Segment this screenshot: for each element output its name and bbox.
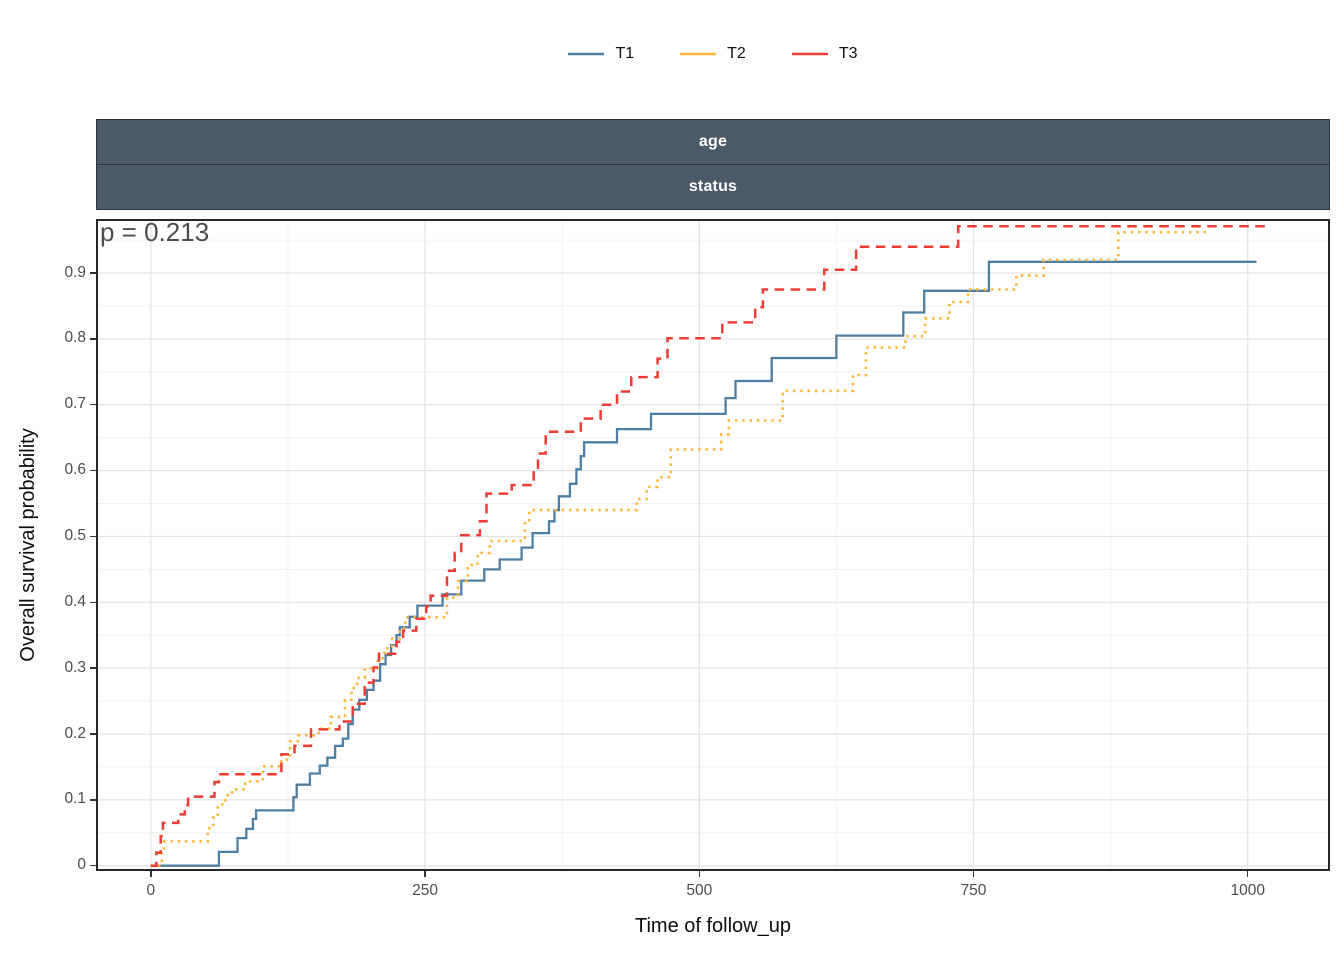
facet-strip-status-label: status: [688, 177, 738, 195]
legend: T1 T2 T3: [96, 40, 1330, 68]
facet-strip-status: status: [96, 163, 1330, 210]
legend-item-t2: T2: [680, 45, 746, 63]
y-axis-tick-label: 0.9: [64, 263, 86, 281]
t1-line-swatch-icon: [568, 52, 605, 56]
y-axis-tick: [90, 535, 96, 538]
x-axis-tick-label: 250: [412, 882, 438, 899]
y-axis-tick-label: 0.2: [64, 724, 86, 742]
legend-item-t3: T3: [791, 45, 858, 63]
y-axis-tick-label: 0.3: [64, 658, 86, 676]
x-axis-tick-label: 500: [686, 882, 713, 899]
legend-item-t1: T1: [568, 45, 634, 63]
y-axis-tick: [90, 338, 96, 340]
series-T2-curve: [150, 230, 1207, 867]
y-axis-tick: [90, 601, 96, 603]
y-axis-tick-label: 0.1: [64, 790, 86, 808]
y-axis-tick-label: 0.6: [64, 461, 86, 479]
legend-label-t1: T1: [615, 45, 635, 62]
p-value-annotation: p = 0.213: [100, 217, 210, 247]
series-T1-curve: [150, 260, 1257, 867]
x-axis-tick-label: 750: [960, 882, 987, 899]
y-axis-tick: [90, 667, 96, 669]
y-axis-tick: [90, 865, 96, 867]
y-axis-tick: [90, 404, 96, 406]
x-axis-tick: [1247, 871, 1249, 877]
y-axis-tick: [90, 469, 96, 472]
legend-label-t3: T3: [838, 45, 858, 62]
x-axis-title: Time of follow_up: [635, 915, 791, 937]
x-axis-tick: [150, 871, 152, 877]
x-axis-tick: [972, 871, 975, 877]
y-axis-title: Overall survival probability: [17, 428, 39, 662]
plot-area: [96, 219, 1330, 871]
panel-border: [96, 219, 1330, 871]
minor-gridlines: [96, 219, 1330, 871]
y-axis-tick-label: 0.7: [64, 395, 86, 413]
y-axis-tick-label: 0.8: [64, 329, 86, 347]
t3-line-swatch-icon: [791, 52, 828, 56]
facet-strip-age: age: [96, 119, 1330, 165]
y-axis-tick: [90, 272, 96, 274]
y-axis-tick-label: 0: [77, 856, 86, 874]
y-axis-tick: [90, 733, 96, 735]
y-axis-tick-label: 0.4: [64, 592, 86, 610]
x-axis-tick: [424, 871, 426, 877]
series-T3-curve: [150, 224, 1268, 867]
y-axis-tick: [90, 799, 96, 801]
t2-line-swatch-icon: [680, 52, 717, 56]
major-gridlines: [96, 219, 1330, 871]
x-axis-tick-label: 1000: [1230, 882, 1265, 899]
y-axis-tick-label: 0.5: [64, 526, 86, 544]
facet-strip-age-label: age: [698, 133, 728, 150]
plot-panel: [96, 219, 1330, 871]
x-axis-tick-label: 0: [146, 882, 156, 899]
x-axis-tick: [698, 871, 700, 877]
legend-label-t2: T2: [727, 45, 746, 62]
